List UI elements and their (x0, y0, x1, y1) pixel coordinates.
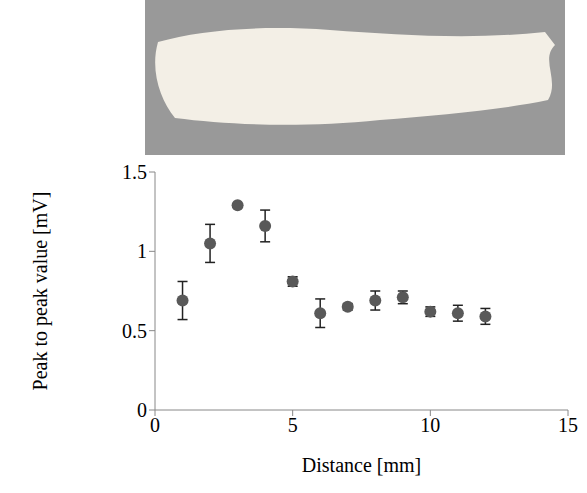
svg-text:10: 10 (420, 414, 440, 436)
svg-text:Peak to peak value [mV]: Peak to peak value [mV] (29, 192, 52, 391)
svg-text:1.5: 1.5 (122, 161, 147, 183)
svg-text:0: 0 (150, 414, 160, 436)
svg-text:Distance [mm]: Distance [mm] (302, 454, 421, 476)
svg-text:15: 15 (558, 414, 578, 436)
svg-text:1: 1 (137, 240, 147, 262)
svg-text:0: 0 (137, 399, 147, 421)
svg-text:0.5: 0.5 (122, 320, 147, 342)
svg-text:5: 5 (288, 414, 298, 436)
